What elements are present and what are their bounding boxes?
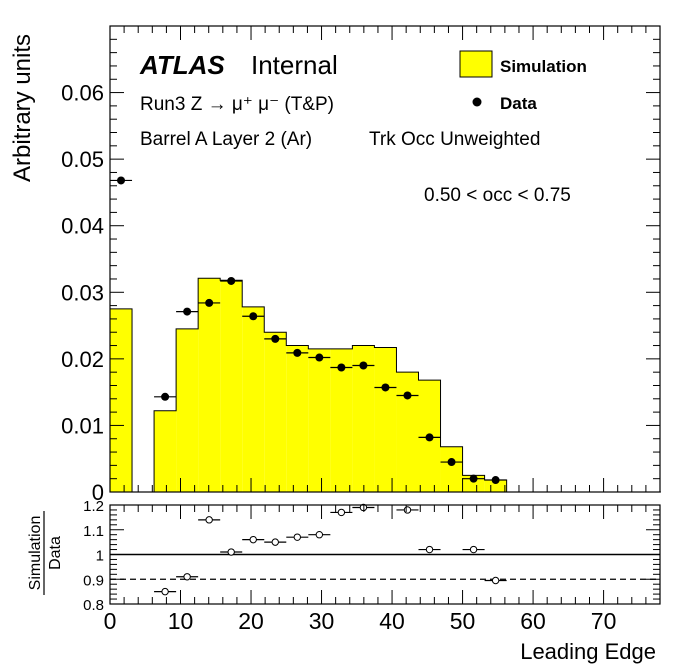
legend-simulation-swatch xyxy=(459,50,493,78)
data-point xyxy=(183,307,192,316)
simulation-bar xyxy=(110,308,133,492)
data-point xyxy=(205,298,214,307)
ratio-point xyxy=(249,535,257,544)
internal-label: Internal xyxy=(251,50,338,80)
y-tick-label: 0 xyxy=(92,480,104,505)
ratio-point xyxy=(403,506,412,514)
ratio-y-tick-label: 0.8 xyxy=(83,597,104,614)
ratio-y-tick-label: 1.2 xyxy=(83,498,104,515)
legend: Simulation Data xyxy=(459,50,587,113)
data-point xyxy=(469,474,478,483)
x-tick-label: 40 xyxy=(379,608,405,634)
data-point xyxy=(293,348,302,357)
region-label: Barrel A Layer 2 (Ar) xyxy=(140,129,312,150)
data-point xyxy=(227,276,236,285)
x-tick-label: 10 xyxy=(168,608,194,634)
y-tick-label: 0.01 xyxy=(61,413,104,438)
legend-data-label: Data xyxy=(500,94,537,113)
legend-data-marker xyxy=(472,97,482,107)
y-tick-label: 0.05 xyxy=(61,147,104,172)
main-panel: 0 0.01 0.02 0.03 0.04 0.05 0.06 xyxy=(61,25,661,505)
ratio-y-tick-label: 1 xyxy=(96,548,104,565)
ratio-point xyxy=(315,531,324,539)
y-tick-label: 0.02 xyxy=(61,347,104,372)
simulation-bar xyxy=(176,328,199,492)
main-plot-frame xyxy=(109,25,661,493)
ratio-point xyxy=(469,545,478,554)
simulation-bar xyxy=(440,446,463,492)
simulation-bar xyxy=(264,332,287,492)
legend-simulation-label: Simulation xyxy=(500,57,587,76)
ratio-y-label-numerator: Simulation xyxy=(27,516,44,591)
ratio-y-tick-label: 0.9 xyxy=(83,572,104,589)
data-point xyxy=(381,383,390,392)
data-point xyxy=(315,353,324,362)
simulation-bar xyxy=(374,347,397,492)
simulation-bar xyxy=(352,345,375,492)
simulation-bar xyxy=(154,410,177,492)
atlas-label: ATLAS xyxy=(139,50,225,80)
simulation-bar xyxy=(308,348,331,492)
occupancy-range-label: 0.50 < occ < 0.75 xyxy=(424,185,571,206)
ratio-point xyxy=(205,516,213,524)
ratio-y-tick-label: 1.1 xyxy=(83,523,104,540)
ratio-point xyxy=(271,538,279,546)
ratio-point xyxy=(227,548,235,556)
ratio-point xyxy=(337,508,346,517)
process-label: Run3 Z → μ⁺ μ⁻ (T&P) xyxy=(140,94,334,115)
ratio-point xyxy=(161,587,169,596)
x-tick-label: 60 xyxy=(520,608,546,634)
ratio-panel: 0.8 0.9 1 1.1 1.2 0 10 20 30 40 50 60 70 xyxy=(83,498,661,634)
y-tick-label: 0.03 xyxy=(61,280,104,305)
y-axis-label: Arbitrary units xyxy=(9,34,36,182)
simulation-bar xyxy=(484,480,507,492)
data-point xyxy=(425,433,434,442)
simulation-bar xyxy=(396,372,419,492)
data-point xyxy=(491,476,500,485)
x-tick-label: 20 xyxy=(238,608,264,634)
simulation-bar xyxy=(198,278,221,492)
simulation-bar xyxy=(286,345,309,492)
x-tick-label: 30 xyxy=(309,608,335,634)
x-tick-label: 50 xyxy=(450,608,476,634)
simulation-bar xyxy=(242,306,265,492)
data-point xyxy=(403,391,412,400)
simulation-bar xyxy=(220,280,243,492)
x-axis-label: Leading Edge xyxy=(520,639,656,664)
y-tick-label: 0.06 xyxy=(61,81,104,106)
ratio-y-axis-label: Simulation Data xyxy=(27,511,64,595)
data-point xyxy=(359,361,368,370)
ratio-y-label-denominator: Data xyxy=(47,536,64,570)
data-point xyxy=(161,392,170,401)
data-point xyxy=(447,458,456,467)
y-tick-label: 0.04 xyxy=(61,214,104,239)
simulation-bar xyxy=(462,475,485,492)
x-tick-label: 0 xyxy=(104,608,117,634)
ratio-point xyxy=(183,573,191,581)
ratio-point xyxy=(425,545,434,554)
simulation-outline xyxy=(109,277,661,493)
simulation-bar xyxy=(330,348,353,492)
data-point xyxy=(249,312,258,321)
data-point xyxy=(117,176,126,185)
data-point xyxy=(271,334,280,343)
ratio-point xyxy=(491,576,500,585)
weighting-label: Trk Occ Unweighted xyxy=(369,129,540,150)
ratio-point xyxy=(293,533,301,541)
data-point xyxy=(337,363,346,372)
x-tick-label: 70 xyxy=(591,608,617,634)
